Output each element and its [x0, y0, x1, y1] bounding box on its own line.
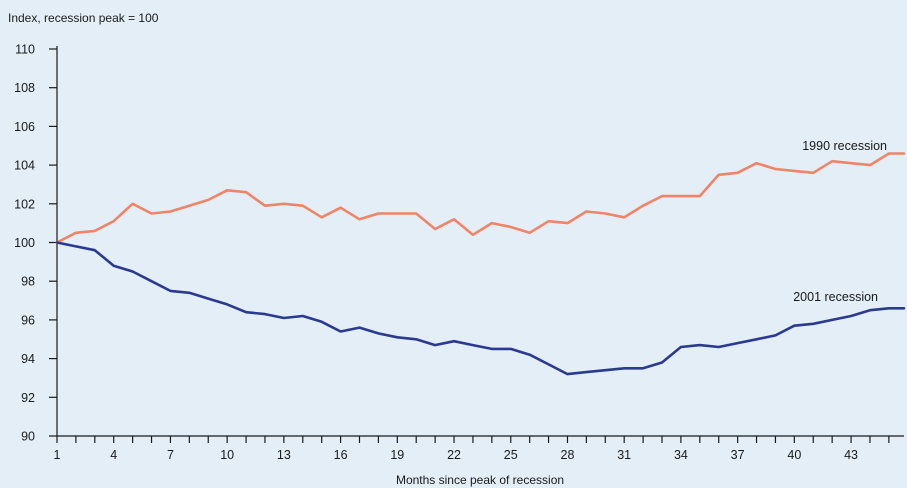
- x-tick-label: 10: [220, 448, 234, 462]
- x-tick-label: 4: [110, 448, 117, 462]
- x-axis: 1 4 7 10 13 16 19 22 25 28 31 34 37 40 43: [54, 435, 904, 462]
- x-axis-title: Months since peak of recession: [396, 473, 564, 487]
- x-tick-label: 34: [674, 448, 688, 462]
- x-tick-label: 43: [844, 448, 858, 462]
- y-tick-label: 102: [14, 197, 35, 211]
- y-tick-label: 90: [21, 430, 35, 444]
- y-axis-title: Index, recession peak = 100: [8, 11, 159, 25]
- series-label: 2001 recession: [793, 290, 878, 304]
- series-line-2001: [55, 241, 906, 376]
- x-tick-label: 16: [334, 448, 348, 462]
- series-line-1990: [55, 152, 906, 244]
- y-tick-label: 100: [14, 236, 35, 250]
- y-tick-label: 106: [14, 120, 35, 134]
- series-group: 1990 recession 2001 recession: [55, 139, 906, 376]
- x-tick-label: 28: [561, 448, 575, 462]
- y-tick-label: 104: [14, 159, 35, 173]
- y-axis: 90 92 94 96 98 100 102 104 106 108 110: [14, 43, 58, 444]
- x-tick-label: 37: [731, 448, 745, 462]
- x-tick-label: 31: [617, 448, 631, 462]
- x-tick-label: 25: [504, 448, 518, 462]
- x-tick-label: 22: [447, 448, 461, 462]
- y-tick-label: 94: [21, 352, 35, 366]
- series-label: 1990 recession: [802, 139, 887, 153]
- y-tick-label: 98: [21, 275, 35, 289]
- x-tick-label: 13: [277, 448, 291, 462]
- y-tick-label: 108: [14, 81, 35, 95]
- x-tick-label: 7: [167, 448, 174, 462]
- y-tick-label: 92: [21, 391, 35, 405]
- y-tick-label: 110: [15, 43, 35, 57]
- x-tick-label: 19: [390, 448, 404, 462]
- x-tick-label: 40: [787, 448, 801, 462]
- x-tick-label: 1: [54, 448, 61, 462]
- y-tick-label: 96: [21, 313, 35, 327]
